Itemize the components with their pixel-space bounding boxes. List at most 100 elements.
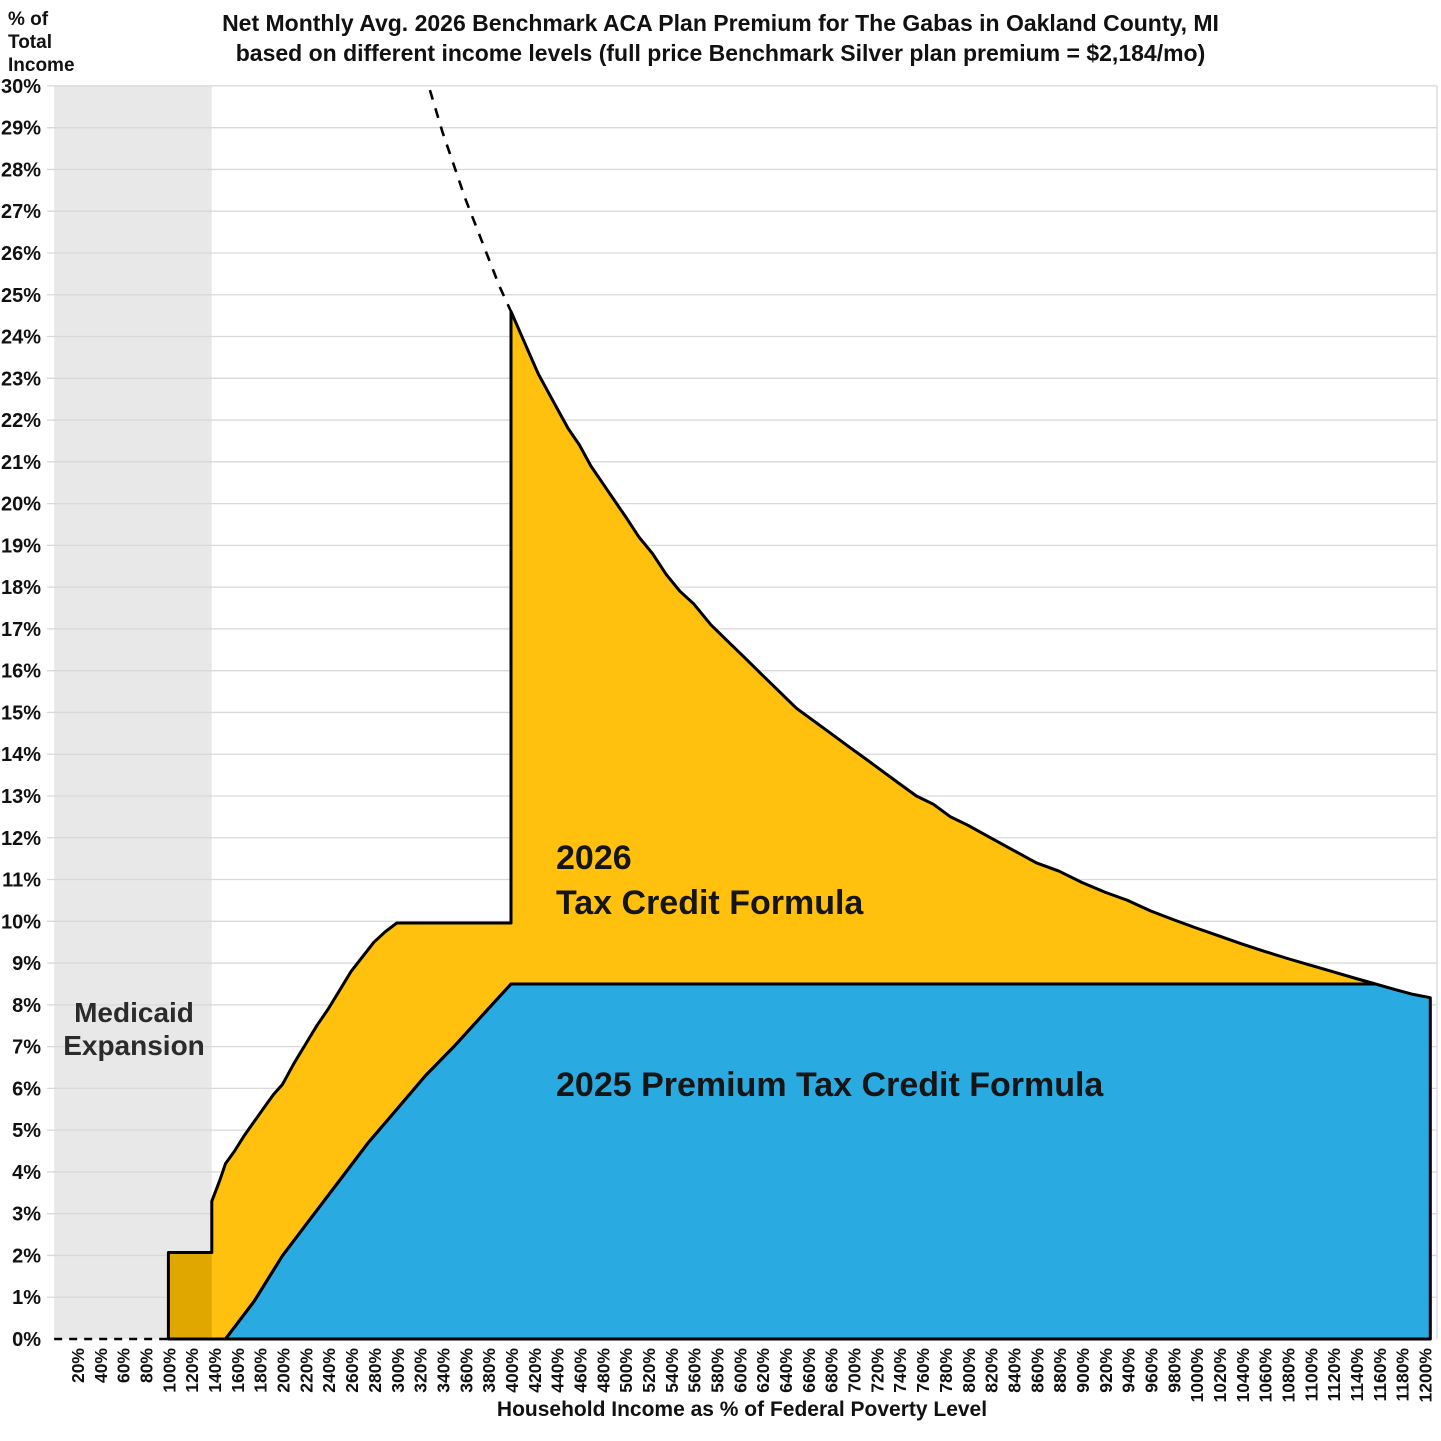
x-tick-label-220: 220% bbox=[296, 1348, 316, 1393]
series-2025-label: 2025 Premium Tax Credit Formula bbox=[556, 1066, 1104, 1104]
y-tick-label-28: 28% bbox=[1, 159, 41, 181]
y-tick-label-29: 29% bbox=[1, 118, 41, 140]
x-tick-label-500: 500% bbox=[616, 1348, 636, 1393]
x-tick-label-900: 900% bbox=[1073, 1348, 1093, 1393]
y-tick-label-26: 26% bbox=[1, 243, 41, 265]
y-tick-label-21: 21% bbox=[1, 452, 41, 474]
y-tick-label-15: 15% bbox=[1, 702, 41, 724]
x-tick-label-440: 440% bbox=[548, 1348, 568, 1393]
y-axis-title-line1: % of bbox=[8, 9, 49, 30]
x-tick-label-1200: 1200% bbox=[1416, 1348, 1436, 1403]
x-tick-label-1000: 1000% bbox=[1187, 1348, 1207, 1403]
y-tick-label-30: 30% bbox=[1, 76, 41, 98]
y-tick-label-11: 11% bbox=[2, 870, 41, 892]
y-tick-label-6: 6% bbox=[12, 1078, 41, 1100]
series-2026-label-line2: Tax Credit Formula bbox=[556, 884, 864, 922]
x-tick-label-940: 940% bbox=[1119, 1348, 1139, 1393]
x-tick-label-1060: 1060% bbox=[1256, 1348, 1276, 1403]
y-tick-label-9: 9% bbox=[12, 953, 41, 975]
y-tick-label-8: 8% bbox=[12, 995, 41, 1017]
y-tick-label-2: 2% bbox=[12, 1245, 41, 1267]
x-tick-label-680: 680% bbox=[822, 1348, 842, 1393]
x-tick-label-120: 120% bbox=[182, 1348, 202, 1393]
y-tick-label-1: 1% bbox=[12, 1287, 41, 1309]
x-tick-label-280: 280% bbox=[365, 1348, 385, 1393]
x-tick-label-580: 580% bbox=[708, 1348, 728, 1393]
x-tick-label-540: 540% bbox=[662, 1348, 682, 1393]
x-tick-label-260: 260% bbox=[342, 1348, 362, 1393]
x-tick-label-160: 160% bbox=[228, 1348, 248, 1393]
x-tick-label-1020: 1020% bbox=[1210, 1348, 1230, 1403]
y-tick-label-24: 24% bbox=[1, 327, 41, 349]
x-tick-label-320: 320% bbox=[411, 1348, 431, 1393]
x-tick-label-460: 460% bbox=[571, 1348, 591, 1393]
x-tick-label-380: 380% bbox=[479, 1348, 499, 1393]
x-tick-label-340: 340% bbox=[433, 1348, 453, 1393]
series-2026-label: 2026 Tax Credit Formula bbox=[556, 836, 863, 926]
chart-title: Net Monthly Avg. 2026 Benchmark ACA Plan… bbox=[0, 8, 1441, 68]
x-tick-label-660: 660% bbox=[799, 1348, 819, 1393]
x-tick-label-400: 400% bbox=[502, 1348, 522, 1393]
x-tick-label-760: 760% bbox=[913, 1348, 933, 1393]
y-tick-label-5: 5% bbox=[12, 1120, 41, 1142]
chart-title-line1: Net Monthly Avg. 2026 Benchmark ACA Plan… bbox=[222, 10, 1219, 36]
x-tick-label-60: 60% bbox=[114, 1348, 134, 1383]
area-2025-outline bbox=[224, 982, 1432, 1341]
y-axis-title-line3: Income bbox=[8, 55, 75, 76]
y-tick-label-13: 13% bbox=[1, 786, 41, 808]
y-tick-label-23: 23% bbox=[1, 368, 41, 390]
medicaid-expansion-label-line2: Expansion bbox=[63, 1030, 205, 1061]
x-tick-label-840: 840% bbox=[1004, 1348, 1024, 1393]
y-tick-label-10: 10% bbox=[1, 911, 41, 933]
x-tick-label-980: 980% bbox=[1164, 1348, 1184, 1393]
x-tick-label-140: 140% bbox=[205, 1348, 225, 1393]
x-tick-label-740: 740% bbox=[890, 1348, 910, 1393]
x-tick-label-520: 520% bbox=[639, 1348, 659, 1393]
area-2026-medicaid-overlap-fill bbox=[168, 1252, 212, 1339]
y-tick-label-3: 3% bbox=[12, 1204, 41, 1226]
y-tick-label-17: 17% bbox=[1, 619, 41, 641]
y-tick-label-22: 22% bbox=[1, 410, 41, 432]
x-tick-label-200: 200% bbox=[274, 1348, 294, 1393]
x-tick-label-600: 600% bbox=[730, 1348, 750, 1393]
x-tick-label-1080: 1080% bbox=[1279, 1348, 1299, 1403]
y-tick-label-25: 25% bbox=[1, 285, 41, 307]
y-tick-label-20: 20% bbox=[1, 494, 41, 516]
area-2026-tax-credit-fill bbox=[168, 311, 1376, 1339]
x-tick-label-20: 20% bbox=[68, 1348, 88, 1383]
x-tick-label-80: 80% bbox=[137, 1348, 157, 1383]
x-tick-label-240: 240% bbox=[319, 1348, 339, 1393]
x-tick-label-420: 420% bbox=[525, 1348, 545, 1393]
x-tick-label-620: 620% bbox=[753, 1348, 773, 1393]
x-tick-label-1140: 1140% bbox=[1347, 1348, 1367, 1402]
x-tick-label-880: 880% bbox=[1050, 1348, 1070, 1393]
x-tick-label-1100: 1100% bbox=[1301, 1348, 1321, 1402]
x-tick-label-1180: 1180% bbox=[1393, 1348, 1413, 1402]
y-tick-label-14: 14% bbox=[1, 744, 41, 766]
y-tick-label-4: 4% bbox=[12, 1162, 41, 1184]
x-tick-label-180: 180% bbox=[251, 1348, 271, 1393]
x-tick-label-860: 860% bbox=[1027, 1348, 1047, 1393]
chart-title-line2: based on different income levels (full p… bbox=[235, 40, 1206, 66]
area-2025-tax-credit-fill bbox=[225, 984, 1431, 1339]
y-tick-label-19: 19% bbox=[1, 535, 41, 557]
full-price-dashed-extension bbox=[428, 89, 513, 313]
y-tick-label-12: 12% bbox=[1, 828, 41, 850]
series-2026-label-line1: 2026 bbox=[556, 839, 632, 877]
x-tick-label-40: 40% bbox=[91, 1348, 111, 1383]
x-tick-label-820: 820% bbox=[982, 1348, 1002, 1393]
y-tick-label-18: 18% bbox=[1, 577, 41, 599]
x-tick-label-960: 960% bbox=[1142, 1348, 1162, 1393]
y-tick-label-27: 27% bbox=[1, 201, 41, 223]
x-tick-label-800: 800% bbox=[959, 1348, 979, 1393]
y-axis-title-line2: Total bbox=[8, 32, 52, 53]
x-tick-label-640: 640% bbox=[776, 1348, 796, 1393]
y-axis-title: % of Total Income bbox=[8, 8, 75, 77]
x-tick-label-780: 780% bbox=[936, 1348, 956, 1393]
x-tick-label-700: 700% bbox=[845, 1348, 865, 1393]
x-tick-label-560: 560% bbox=[685, 1348, 705, 1393]
x-tick-label-720: 720% bbox=[867, 1348, 887, 1393]
x-tick-label-100: 100% bbox=[159, 1348, 179, 1393]
